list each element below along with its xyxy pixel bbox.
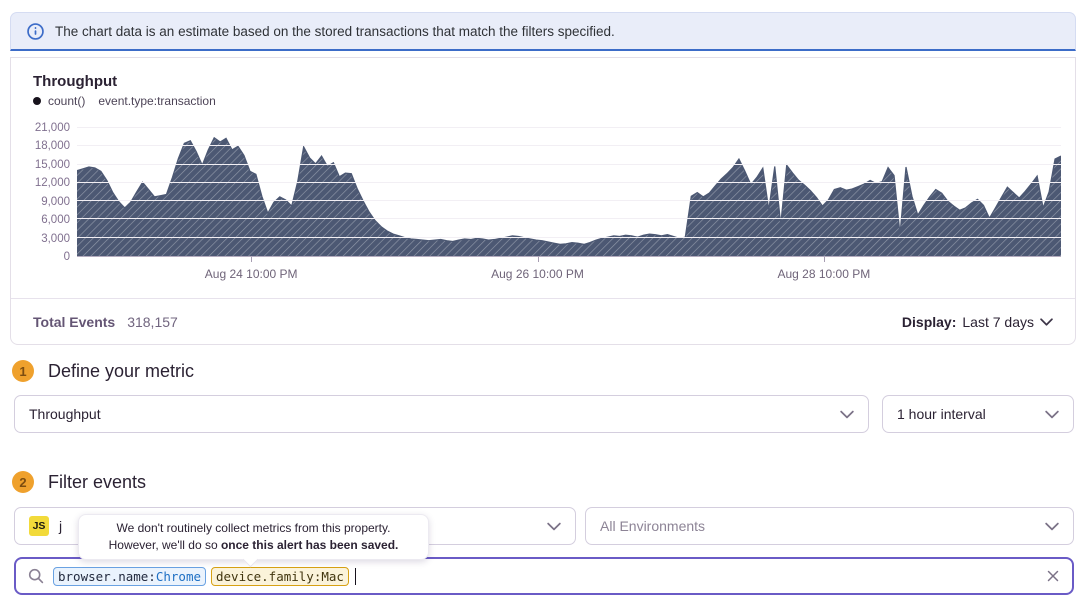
section-1-title: Define your metric [48,360,195,381]
x-tick-mark [251,257,253,262]
legend-filter: event.type:transaction [98,94,216,108]
display-range-dropdown[interactable]: Display: Last 7 days [902,314,1053,330]
gridline [77,218,1061,220]
chevron-down-icon [1040,317,1053,326]
chevron-down-icon [1045,522,1059,530]
gridline [77,200,1061,202]
gridline [77,181,1061,183]
legend-dot-icon [33,97,41,105]
x-tick-mark [823,257,825,262]
x-tick-mark [537,257,539,262]
throughput-area-chart[interactable] [77,128,1061,256]
search-query[interactable]: browser.name:Chrome device.family:Mac [53,566,1037,586]
chart-legend: count() event.type:transaction [33,94,1053,108]
chevron-down-icon [547,522,561,530]
legend-metric: count() [48,94,86,108]
section-2-title: Filter events [48,471,147,492]
gridline [77,236,1061,238]
x-axis-labels: Aug 24 10:00 PM Aug 26 10:00 PM Aug 28 10:… [77,257,1061,300]
info-banner: The chart data is an estimate based on t… [10,12,1076,51]
x-tick-label: Aug 28 10:00 PM [777,267,871,281]
chevron-down-icon [840,410,854,418]
environment-select-value: All Environments [600,518,706,534]
y-tick-label: 18,000 [34,140,70,153]
gridline [77,127,1061,128]
metrics-warning-tooltip: We don't routinely collect metrics from … [78,514,429,568]
chevron-down-icon [1045,410,1059,418]
interval-select-value: 1 hour interval [897,406,986,422]
y-tick-label: 9,000 [41,195,70,208]
environment-select[interactable]: All Environments [585,507,1074,545]
banner-text: The chart data is an estimate based on t… [55,23,615,39]
total-events-value: 318,157 [127,313,178,330]
gridline [77,163,1061,165]
javascript-project-icon: JS [29,516,49,536]
gridline [77,145,1061,147]
y-tick-label: 12,000 [34,177,70,190]
chart-panel: Throughput count() event.type:transactio… [10,57,1076,345]
y-tick-label: 3,000 [41,232,70,245]
display-label: Display: [901,313,957,330]
step-2-badge: 2 [12,471,34,493]
metric-select-value: Throughput [29,406,101,422]
y-tick-label: 0 [63,251,70,263]
tooltip-line-2: However, we'll do so once this alert has… [108,538,399,552]
chart-footer: Total Events 318,157 Display: Last 7 day… [11,298,1075,344]
y-tick-label: 6,000 [41,214,70,227]
x-tick-label: Aug 24 10:00 PM [204,267,298,281]
filter-token-device-family[interactable]: device.family:Mac [211,566,349,586]
project-select-value: j [59,518,63,534]
tooltip-line-1: We don't routinely collect metrics from … [116,521,391,536]
y-tick-label: 21,000 [34,122,70,134]
chart-plot-area[interactable] [77,127,1061,257]
section-define-metric: 1 Define your metric [12,360,194,382]
chart-title: Throughput [33,73,118,90]
y-axis-labels: 0 3,000 6,000 9,000 12,000 15,000 18,000 21,000 [11,122,70,263]
info-icon [27,22,44,40]
display-value: Last 7 days [962,313,1034,330]
clear-search-icon[interactable] [1046,569,1060,583]
step-1-badge: 1 [12,360,34,382]
metric-select[interactable]: Throughput [14,395,869,433]
search-icon [28,568,44,584]
x-tick-label: Aug 26 10:00 PM [491,267,584,281]
filter-token-browser-name[interactable]: browser.name:Chrome [53,566,206,586]
section-filter-events: 2 Filter events [12,471,146,493]
interval-select[interactable]: 1 hour interval [882,395,1074,433]
total-events-label: Total Events [33,313,116,330]
search-input[interactable]: browser.name:Chrome device.family:Mac [14,557,1074,595]
text-cursor [354,567,357,585]
y-tick-label: 15,000 [34,158,70,171]
